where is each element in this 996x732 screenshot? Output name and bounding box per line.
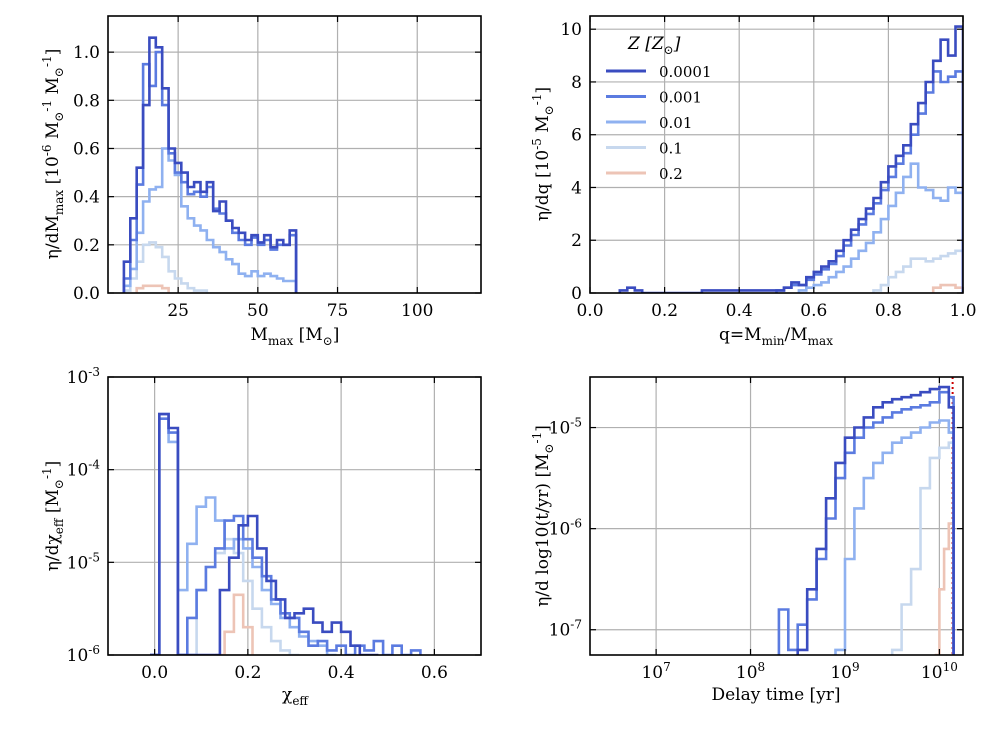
- y-tick-label: 0.4: [73, 188, 100, 208]
- y-tick-label: 10-5: [67, 550, 100, 573]
- x-tick-label: 0.4: [328, 663, 355, 683]
- y-tick-label: 1.0: [73, 43, 100, 63]
- series-0-1: [872, 249, 963, 293]
- y-tick-label: 4: [571, 178, 582, 198]
- x-tick-label: 109: [830, 660, 859, 683]
- y-axis-label: η/dMmax [10-6 M⊙-1 M⊙-1]: [40, 49, 66, 260]
- x-tick-label: 0.4: [726, 301, 753, 321]
- panel-p2: 0.0 0.2 0.4 0.6 0.8 1.0 0 2 4 6 8 10 q=Mmin/Mmax η/dq…: [530, 15, 977, 348]
- panel-p1: 25 50 75 100 0.0 0.2 0.4 0.6 0.8 1.0 Mmax [M⊙] η/dM…: [40, 15, 482, 348]
- plot-frame: [107, 15, 482, 294]
- y-tick-label: 0.0: [73, 284, 100, 304]
- y-axis-label: η/d log10(t/yr) [M⊙-1]: [530, 425, 556, 607]
- legend-label: 0.2: [659, 165, 683, 183]
- x-tick-label: 0.6: [800, 301, 827, 321]
- x-axis-label: q=Mmin/Mmax: [719, 325, 833, 348]
- x-axis-label: Mmax [M⊙]: [251, 325, 340, 348]
- plot-frame: [107, 376, 482, 656]
- y-axis-label: η/dχeff [M⊙-1]: [40, 461, 66, 572]
- series-0-2: [135, 284, 170, 293]
- y-tick-label: 0: [571, 284, 582, 304]
- series-0-01: [150, 412, 337, 655]
- x-axis-label: χeff: [282, 685, 309, 708]
- x-tick-label: 25: [167, 301, 189, 321]
- x-tick-label: 75: [327, 301, 349, 321]
- x-tick-label: 0.0: [576, 301, 603, 321]
- x-tick-label: 0.8: [875, 301, 902, 321]
- series-0-2: [931, 283, 963, 293]
- x-tick-label: 0.6: [421, 663, 448, 683]
- series-0-01: [122, 147, 298, 293]
- y-tick-label: 6: [571, 126, 582, 146]
- legend-label: 0.1: [659, 140, 683, 158]
- series-0-2: [934, 522, 955, 655]
- x-tick-label: 0.2: [651, 301, 678, 321]
- series-0-0001: [150, 412, 379, 655]
- series-0-0001: [618, 25, 963, 293]
- series-0-2: [215, 593, 254, 655]
- y-tick-label: 2: [571, 231, 582, 251]
- y-tick-label: 10-7: [549, 618, 582, 641]
- x-tick-label: 1010: [921, 660, 958, 683]
- y-tick-label: 10: [560, 20, 582, 40]
- y-tick-label: 0.6: [73, 139, 100, 159]
- legend-label: 0.001: [659, 89, 702, 107]
- series-0-01: [797, 162, 963, 293]
- legend-label: 0.0001: [659, 63, 712, 81]
- y-axis-label: η/dq [10-5 M⊙-1]: [530, 87, 556, 221]
- x-tick-label: 108: [736, 660, 765, 683]
- y-tick-label: 0.8: [73, 91, 100, 111]
- series-0-1: [890, 441, 955, 655]
- x-tick-label: 107: [641, 660, 670, 683]
- x-tick-label: 50: [247, 301, 269, 321]
- x-axis-label: Delay time [yr]: [711, 685, 840, 705]
- series-0-0001: [122, 36, 298, 293]
- panel-p3: 0.0 0.2 0.4 0.6 10-6 10-5 10-4 10-3 χeff η/dχeff …: [40, 365, 482, 708]
- plot-frame: [589, 15, 964, 294]
- y-tick-label: 10-4: [67, 458, 101, 481]
- x-tick-label: 0.0: [141, 663, 168, 683]
- legend-title: Z [Z⊙]: [627, 34, 681, 57]
- y-tick-label: 10-6: [67, 643, 100, 666]
- y-tick-label: 10-6: [549, 517, 582, 540]
- y-tick-label: 10-3: [67, 365, 100, 388]
- legend-label: 0.01: [659, 114, 692, 132]
- series-0-001: [777, 390, 955, 655]
- y-tick-label: 10-5: [549, 416, 582, 439]
- series-0-0001: [796, 385, 955, 655]
- x-tick-label: 1.0: [949, 301, 976, 321]
- y-tick-label: 8: [571, 73, 582, 93]
- series-0-001: [150, 417, 422, 655]
- legend: Z [Z⊙] 0.0001 0.001 0.01 0.1 0.2: [606, 34, 712, 183]
- series-0-01: [834, 419, 955, 655]
- panel-p4: 107 108 109 1010 10-7 10-6 10-5 Delay time [yr]…: [530, 376, 964, 705]
- x-tick-label: 100: [401, 301, 433, 321]
- y-tick-label: 0.2: [73, 236, 100, 256]
- x-tick-label: 0.2: [234, 663, 261, 683]
- plot-frame: [589, 376, 964, 656]
- series-0-1: [122, 241, 209, 293]
